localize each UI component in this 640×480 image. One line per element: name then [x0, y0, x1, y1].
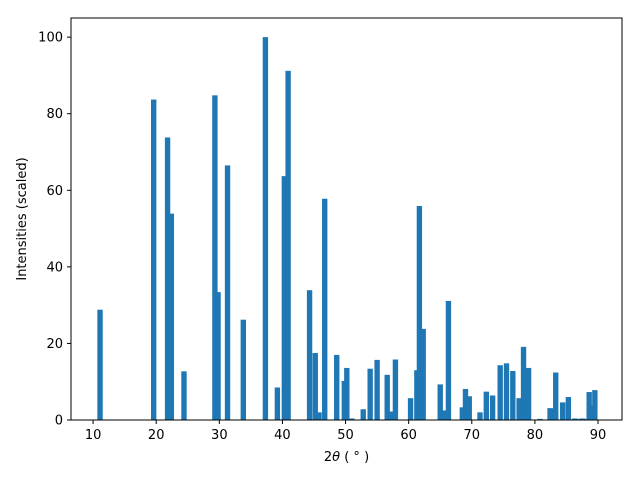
x-tick-label: 50 [337, 428, 354, 443]
bar [240, 319, 246, 420]
bar [589, 405, 595, 420]
bar [537, 418, 543, 420]
y-tick-label: 60 [46, 184, 63, 199]
bar [576, 418, 582, 420]
bar [164, 137, 171, 421]
y-tick-label: 40 [46, 260, 63, 275]
bar [579, 418, 585, 420]
bar [224, 165, 231, 420]
x-tick-label: 60 [400, 428, 417, 443]
bar [582, 418, 589, 420]
bar [181, 371, 187, 420]
y-ticks: 0 20 40 60 80 100 [38, 31, 71, 429]
x-axis-label-prefix: 2 [324, 450, 332, 465]
y-tick-label: 100 [38, 31, 63, 46]
bar [416, 205, 423, 420]
bar [322, 198, 328, 420]
bar [306, 290, 313, 420]
x-tick-label: 70 [464, 428, 481, 443]
bar [571, 418, 578, 420]
bar [483, 391, 489, 420]
bar [497, 365, 503, 420]
x-tick-label: 10 [85, 428, 102, 443]
x-axis-label-symbol: θ [332, 450, 340, 465]
bars-group [97, 37, 598, 421]
bar [168, 213, 175, 420]
bar [97, 309, 103, 420]
bar [510, 370, 516, 420]
bar [489, 395, 496, 420]
bar [407, 398, 414, 420]
bar [565, 397, 572, 420]
y-tick-label: 80 [46, 107, 63, 122]
bar [459, 407, 465, 420]
bar [420, 328, 426, 420]
y-axis-label: Intensities (scaled) [15, 157, 30, 280]
bar [466, 396, 472, 420]
bar [384, 374, 390, 420]
bar [316, 412, 322, 420]
bar [592, 390, 598, 420]
x-tick-label: 40 [274, 428, 291, 443]
bar [274, 387, 281, 420]
bar [285, 70, 291, 420]
bar [437, 384, 443, 420]
bar [281, 176, 288, 420]
bar [440, 410, 447, 420]
bar [392, 359, 399, 420]
bar [503, 363, 510, 420]
bar [212, 95, 218, 420]
axes-frame [70, 17, 623, 421]
y-tick-label: 0 [55, 414, 63, 429]
bar [525, 367, 532, 420]
bar [374, 359, 380, 420]
bar [312, 353, 318, 420]
bar [349, 418, 355, 420]
x-ticks: 10 20 30 40 50 60 70 80 90 [85, 420, 606, 443]
bar [344, 367, 350, 420]
bar [334, 354, 340, 420]
bar [549, 408, 555, 420]
bar [516, 398, 522, 420]
x-tick-label: 20 [148, 428, 165, 443]
bar [559, 402, 566, 420]
x-tick-label: 90 [590, 428, 607, 443]
bar [150, 99, 157, 420]
x-tick-label: 80 [527, 428, 544, 443]
bar [462, 388, 469, 420]
bar [520, 346, 527, 420]
bar [388, 411, 394, 420]
bar [360, 409, 366, 420]
x-tick-label: 30 [211, 428, 228, 443]
bar [445, 300, 452, 420]
bar [477, 412, 483, 420]
x-axis-label-unit: ( ° ) [340, 450, 369, 465]
bar [367, 368, 373, 420]
bar [262, 37, 269, 421]
bar [553, 372, 559, 420]
bar [215, 292, 221, 420]
x-axis-label: 2θ ( ° ) [324, 450, 369, 465]
y-tick-label: 20 [46, 337, 63, 352]
